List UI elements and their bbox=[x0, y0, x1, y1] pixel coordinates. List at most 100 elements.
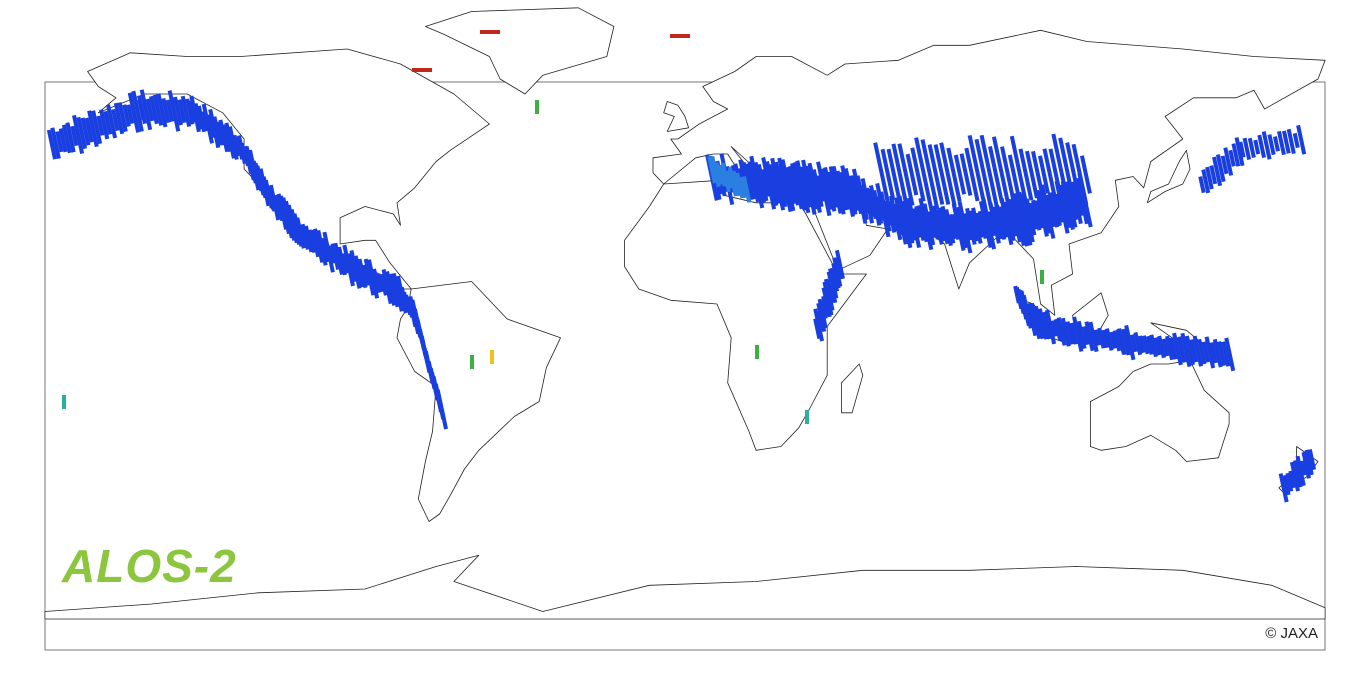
swath bbox=[1201, 169, 1211, 194]
swath bbox=[813, 318, 822, 340]
swath bbox=[1051, 133, 1073, 216]
swath bbox=[131, 90, 144, 132]
swath bbox=[1017, 191, 1033, 246]
swath bbox=[1058, 322, 1066, 341]
swath bbox=[480, 30, 500, 34]
swath bbox=[1050, 320, 1058, 337]
swath bbox=[1093, 329, 1102, 346]
swath bbox=[971, 207, 983, 244]
swath bbox=[137, 95, 147, 125]
swath bbox=[1157, 335, 1166, 359]
swath bbox=[349, 249, 362, 289]
swath bbox=[1072, 316, 1084, 352]
swath bbox=[953, 154, 967, 195]
swath bbox=[1009, 135, 1031, 214]
swath bbox=[1261, 131, 1272, 160]
swath bbox=[70, 125, 79, 147]
swath bbox=[1101, 329, 1110, 349]
swath bbox=[933, 144, 951, 205]
australia bbox=[1090, 359, 1230, 462]
swath bbox=[1028, 202, 1039, 230]
map-frame bbox=[44, 81, 1326, 651]
swath bbox=[1138, 335, 1146, 354]
swath bbox=[62, 395, 66, 409]
japan bbox=[1146, 149, 1191, 204]
credit: © JAXA bbox=[1265, 625, 1318, 642]
swath bbox=[1288, 470, 1296, 489]
swath bbox=[1084, 321, 1095, 352]
swath bbox=[939, 142, 957, 207]
swath bbox=[1292, 132, 1300, 149]
swath bbox=[1113, 330, 1122, 352]
swath bbox=[959, 153, 973, 196]
swath bbox=[111, 108, 120, 132]
swath bbox=[161, 98, 171, 124]
swath bbox=[979, 134, 1001, 215]
swath bbox=[139, 89, 153, 131]
swath bbox=[470, 355, 474, 369]
swath bbox=[180, 95, 192, 127]
swath bbox=[1145, 335, 1154, 355]
swath bbox=[1209, 165, 1218, 185]
swath bbox=[1299, 460, 1307, 476]
swath bbox=[1081, 326, 1090, 346]
swath bbox=[1286, 128, 1296, 155]
swath bbox=[897, 143, 915, 206]
swath bbox=[964, 147, 980, 202]
swath bbox=[739, 176, 748, 199]
swath bbox=[821, 287, 832, 318]
swath bbox=[379, 273, 388, 296]
swath bbox=[886, 148, 902, 201]
swath bbox=[1033, 305, 1045, 340]
swath bbox=[880, 148, 896, 201]
swath bbox=[99, 109, 110, 140]
swath bbox=[1149, 334, 1158, 358]
swath bbox=[1040, 184, 1056, 239]
swath bbox=[1141, 335, 1150, 355]
swath bbox=[987, 211, 997, 237]
swath bbox=[1058, 137, 1078, 212]
swath bbox=[1198, 176, 1206, 194]
swath bbox=[1071, 143, 1089, 206]
swath bbox=[103, 110, 113, 135]
swath bbox=[1153, 337, 1162, 356]
swath bbox=[1247, 137, 1256, 158]
swath bbox=[1272, 136, 1280, 152]
swath bbox=[1020, 193, 1035, 243]
swath bbox=[435, 389, 448, 430]
swath bbox=[905, 153, 919, 196]
swath bbox=[1040, 270, 1044, 284]
swath bbox=[1278, 473, 1289, 503]
swath bbox=[391, 272, 404, 312]
observation-swaths bbox=[46, 30, 1317, 503]
swath bbox=[1238, 141, 1246, 158]
swath bbox=[1217, 341, 1227, 367]
swath bbox=[720, 162, 731, 193]
swath bbox=[535, 100, 539, 114]
swath bbox=[957, 200, 973, 254]
swath bbox=[96, 115, 105, 136]
swath bbox=[1221, 341, 1231, 367]
swath bbox=[1045, 309, 1057, 345]
swath bbox=[741, 176, 752, 203]
swath bbox=[1189, 339, 1199, 363]
swath bbox=[173, 96, 183, 126]
swath bbox=[1065, 321, 1075, 345]
swath bbox=[1124, 324, 1136, 361]
swath bbox=[1069, 322, 1078, 345]
swath bbox=[152, 94, 164, 126]
swath bbox=[1042, 311, 1052, 340]
swath bbox=[988, 202, 1001, 244]
swath bbox=[1169, 337, 1178, 360]
swath bbox=[106, 104, 118, 139]
swath bbox=[1000, 146, 1016, 203]
swath bbox=[813, 308, 825, 342]
south-america bbox=[396, 281, 561, 522]
swath bbox=[366, 259, 380, 299]
swath bbox=[1008, 198, 1022, 243]
swath bbox=[149, 95, 159, 125]
swath bbox=[1224, 337, 1236, 372]
swath bbox=[927, 144, 945, 205]
swath bbox=[1029, 302, 1042, 340]
swath bbox=[46, 129, 58, 160]
